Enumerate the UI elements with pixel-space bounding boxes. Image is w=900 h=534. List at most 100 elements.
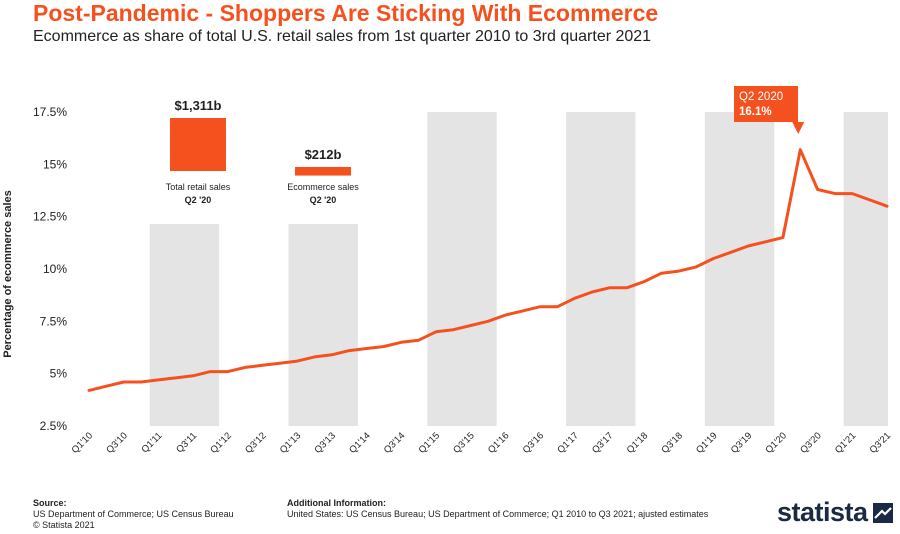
data-point	[625, 286, 628, 289]
y-tick-label: 10%	[43, 262, 67, 276]
x-tick-label: Q1'17	[555, 430, 581, 456]
data-point	[296, 360, 299, 363]
data-point	[556, 305, 559, 308]
x-tick-label: Q1'16	[486, 430, 512, 456]
inset-caption: Total retail sales	[166, 182, 231, 192]
data-point	[226, 370, 229, 373]
year-band	[566, 112, 636, 426]
data-point	[712, 257, 715, 260]
source-heading: Source:	[33, 498, 67, 508]
data-point	[591, 291, 593, 293]
data-point	[192, 374, 194, 377]
data-point	[330, 353, 333, 356]
statista-logo-icon	[873, 503, 893, 523]
info-heading: Additional Information:	[287, 498, 386, 508]
x-tick-label: Q1'15	[417, 430, 443, 456]
data-point	[174, 376, 177, 379]
chart-title: Post-Pandemic - Shoppers Are Sticking Wi…	[33, 0, 659, 26]
x-tick-label: Q3'15	[451, 430, 477, 456]
x-tick-label: Q3'10	[104, 430, 130, 456]
x-tick-label: Q1'21	[833, 430, 859, 456]
data-point	[244, 366, 247, 369]
info-text: United States: US Census Bureau; US Depa…	[287, 509, 709, 519]
data-point	[417, 339, 420, 342]
copyright-text: © Statista 2021	[33, 520, 95, 530]
source-text: US Department of Commerce; US Census Bur…	[33, 509, 234, 519]
x-tick-label: Q3'12	[243, 430, 269, 456]
x-tick-label: Q3'13	[312, 430, 338, 456]
data-point	[747, 245, 750, 247]
data-point	[278, 362, 281, 365]
data-point	[157, 379, 160, 381]
data-point	[365, 347, 368, 350]
x-tick-label: Q3'11	[174, 430, 199, 455]
y-tick-label: 12.5%	[33, 210, 67, 224]
data-point	[504, 314, 507, 316]
data-point	[469, 324, 472, 327]
data-point	[452, 328, 455, 331]
source-block: Source: US Department of Commerce; US Ce…	[33, 498, 234, 531]
data-point	[764, 240, 767, 243]
data-point	[140, 381, 142, 383]
callout-pointer	[792, 122, 805, 134]
data-point	[816, 188, 819, 191]
year-band	[704, 112, 775, 426]
info-block: Additional Information: United States: U…	[287, 498, 708, 520]
inset-caption-period: Q2 '20	[310, 195, 337, 205]
data-point	[608, 286, 611, 289]
x-tick-label: Q1'18	[625, 430, 651, 456]
inset-caption-period: Q2 '20	[185, 195, 212, 205]
x-tick-label: Q3'17	[590, 430, 616, 456]
data-point	[383, 345, 385, 348]
data-point	[799, 148, 802, 151]
data-point	[851, 192, 854, 195]
data-point	[573, 297, 576, 300]
data-point	[782, 236, 784, 239]
data-point	[886, 205, 888, 208]
x-tick-label: Q3'20	[798, 430, 824, 456]
chart-subtitle: Ecommerce as share of total U.S. retail …	[33, 28, 652, 45]
data-point	[677, 270, 680, 272]
inset-caption: Ecommerce sales	[287, 182, 359, 192]
statista-logo-text[interactable]: statista	[777, 497, 868, 527]
inset-bar	[170, 118, 226, 171]
data-point	[695, 266, 698, 268]
data-point	[400, 341, 403, 344]
callout-label: Q2 2020	[739, 91, 783, 103]
data-point	[313, 356, 316, 358]
x-tick-label: Q1'11	[140, 430, 165, 455]
data-point	[209, 370, 212, 373]
inset-value-label: $1,311b	[175, 98, 222, 113]
inset-value-label: $212b	[305, 147, 342, 162]
y-tick-label: 17.5%	[33, 105, 67, 119]
year-band	[427, 112, 497, 426]
data-point	[643, 280, 646, 283]
x-tick-label: Q1'19	[694, 430, 720, 456]
x-tick-label: Q1'20	[764, 430, 790, 456]
x-tick-label: Q3'19	[729, 430, 755, 456]
y-tick-label: 5%	[50, 367, 68, 381]
data-point	[868, 199, 871, 201]
y-tick-label: 2.5%	[40, 419, 68, 433]
data-point	[487, 320, 489, 323]
data-point	[435, 330, 437, 333]
x-tick-label: Q3'16	[521, 430, 547, 456]
x-tick-label: Q1'10	[70, 430, 96, 456]
callout-box	[734, 86, 798, 122]
data-point	[122, 381, 125, 383]
callout-value: 16.1%	[739, 106, 772, 118]
inset-bar	[295, 167, 351, 176]
data-point	[539, 305, 541, 308]
year-band	[288, 224, 358, 426]
x-tick-label: Q1'12	[208, 430, 234, 456]
x-tick-label: Q3'18	[659, 430, 685, 456]
data-point	[521, 309, 524, 312]
data-point	[348, 349, 351, 352]
year-band	[843, 112, 888, 426]
data-point	[729, 251, 732, 254]
x-tick-label: Q3'14	[382, 430, 408, 456]
data-point	[261, 364, 264, 367]
x-tick-label: Q1'14	[347, 430, 373, 456]
y-tick-label: 15%	[43, 157, 67, 171]
